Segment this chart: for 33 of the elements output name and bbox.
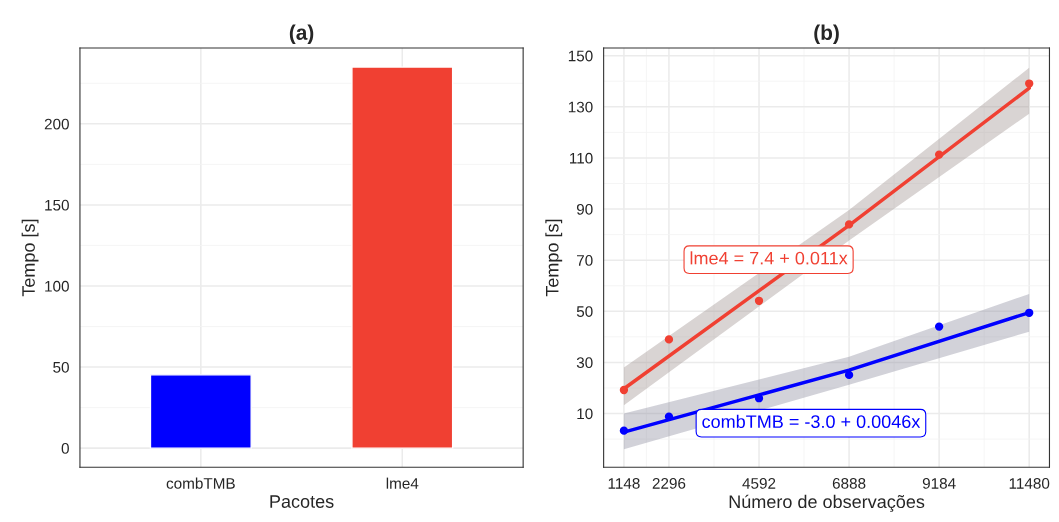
x-tick-label: 1148	[608, 478, 640, 489]
point	[664, 335, 674, 344]
x-tick-label: 9184	[922, 478, 956, 489]
y-axis-title: Tempo [s]	[545, 219, 563, 297]
x-axis-title: Pacotes	[270, 495, 334, 508]
y-tick-label: 70	[577, 255, 593, 266]
y-tick-label: 130	[568, 101, 593, 113]
y-tick-label: 0	[61, 443, 69, 454]
point	[1025, 79, 1034, 88]
point	[754, 296, 764, 305]
y-tick-label: 10	[577, 408, 593, 420]
x-axis-title: Número de observações	[729, 494, 925, 512]
x-tick-label: lme4	[386, 477, 419, 489]
y-tick-label: 150	[568, 50, 593, 62]
x-tick-label: 4592	[742, 478, 776, 489]
chart-title: (a)	[289, 24, 314, 45]
x-tick-label: combTMB	[166, 477, 235, 489]
y-tick-label: 100	[45, 280, 69, 292]
y-tick-label: 50	[576, 306, 593, 317]
point	[934, 322, 944, 331]
x-tick-label: 2296	[652, 478, 686, 489]
annotation: lme4 = 7.4 + 0.011x	[690, 251, 848, 265]
y-tick-label: 150	[45, 199, 69, 211]
y-tick-label: 200	[44, 118, 69, 130]
x-tick-label: 11480	[1009, 478, 1050, 489]
y-tick-label: 110	[570, 152, 593, 164]
y-tick-label: 50	[53, 361, 69, 373]
chart-title: (b)	[814, 24, 839, 45]
y-tick-label: 30	[576, 357, 593, 369]
y-tick-label: 90	[576, 203, 593, 215]
annotation: combTMB = -3.0 + 0.0046x	[702, 414, 921, 429]
y-axis-title: Tempo [s]	[21, 219, 39, 297]
x-tick-label: 6888	[832, 478, 866, 489]
